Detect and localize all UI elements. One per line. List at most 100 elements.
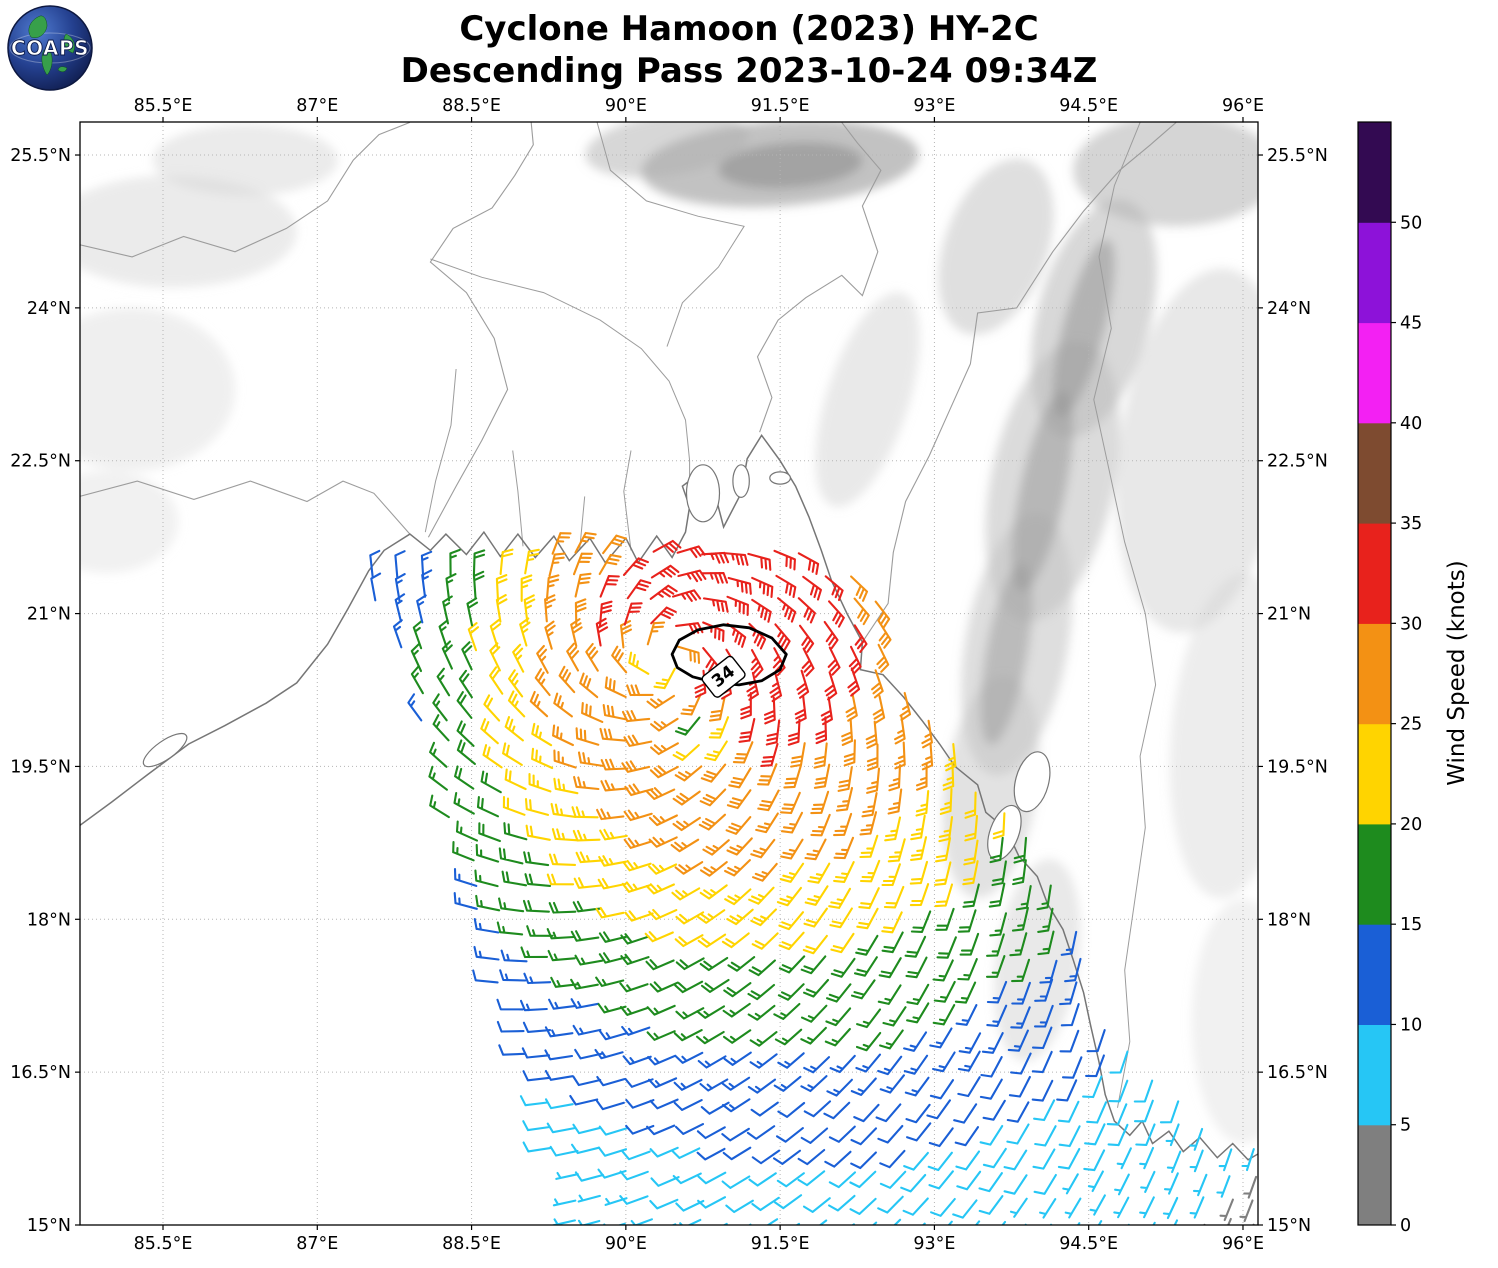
wind-barb [882,1006,907,1027]
wind-barb [778,955,806,974]
wind-barb [1139,1196,1155,1219]
wind-barb [828,1171,857,1189]
wind-barb [803,907,828,928]
wind-barb [1013,836,1028,864]
wind-barb [830,932,855,954]
wind-barb [429,741,448,768]
wind-barb [887,788,903,815]
wind-barb [748,959,776,977]
wind-barb [930,1197,956,1217]
wind-barb [905,1103,931,1124]
wind-barb [803,978,830,998]
wind-barb [1192,1173,1208,1197]
wind-barb [849,1170,877,1189]
wind-barb [650,742,679,756]
wind-barb [570,930,600,942]
wind-barb [798,624,815,653]
wind-barb [915,763,928,791]
wind-barb [956,1170,982,1191]
wind-barb [1173,1219,1179,1225]
wind-barb [1009,932,1028,957]
wind-barb [569,1094,599,1106]
wind-barb [623,809,653,822]
wind-barb [827,646,841,676]
terrain-blob [1116,268,1258,633]
wind-barb [697,1171,727,1185]
wind-barb [751,1196,780,1212]
wind-barb [1006,1123,1030,1145]
wind-barb [773,549,796,571]
admin-border [861,122,1177,643]
wind-barb [845,692,858,722]
wind-barb [1060,1003,1080,1027]
wind-barb [369,549,381,579]
wind-barb [546,928,575,940]
x-tick-label-top: 90°E [605,96,647,116]
wind-barb [680,693,702,716]
wind-barb [939,787,953,815]
wind-barb [646,1004,676,1016]
wind-barb [773,1075,802,1092]
wind-barb [964,791,977,819]
wind-barb [866,743,879,771]
wind-barb [726,837,753,856]
wind-barb [508,669,524,698]
wind-barb [1140,1170,1156,1193]
river [430,258,691,507]
wind-barb [954,981,977,1004]
wind-barb [802,934,828,955]
wind-barb [747,1004,776,1021]
wind-barb [650,564,680,579]
wind-barb [701,551,730,564]
terrain-shading [80,122,1258,1144]
wind-barb [708,696,726,722]
wind-barb [879,1149,906,1169]
wind-barb [524,873,552,887]
wind-barb [879,1074,905,1094]
wind-barb [722,1029,752,1044]
wind-barb [1087,1170,1104,1193]
wind-barb [622,1055,652,1066]
wind-barb [496,921,524,936]
wind-barb [480,718,499,745]
wind-barb [649,1146,679,1158]
wind-barb [696,1147,726,1161]
wind-barb [452,841,475,862]
wind-barb [765,719,781,746]
wind-barb [476,796,500,818]
wind-barb [800,1127,829,1144]
wind-barb [621,1150,651,1161]
wind-barb [461,641,473,671]
wind-barb [520,946,549,959]
wind-barb [675,1007,705,1020]
y-tick-label-right: 21°N [1267,605,1311,625]
colorbar-segment [1358,122,1391,223]
wind-barb [938,816,954,843]
river [596,122,745,347]
wind-barb [828,1125,856,1143]
wind-barb [772,647,786,677]
wind-barb [850,1077,877,1096]
colorbar-tick-label: 5 [1400,1116,1411,1136]
wind-barb [1037,930,1055,956]
wind-barb [1139,1146,1155,1170]
colorbar-segment [1358,222,1391,324]
wind-barb [551,828,579,842]
wind-barb [859,834,879,859]
terrain-blob [80,470,179,573]
wind-barb [548,901,577,914]
wind-barb [724,888,752,906]
wind-barb [1133,1099,1154,1123]
wind-barb [909,860,929,885]
wind-barb [699,861,728,877]
wind-barb [926,1099,951,1120]
wind-barb [577,1194,601,1203]
wind-barb [910,814,926,841]
wind-barb [453,868,478,887]
wind-barb [519,1095,549,1107]
wind-barb [574,572,592,598]
wind-barb [700,1101,730,1115]
wind-barb [407,693,423,722]
colorbar-frame [1357,121,1392,1226]
wind-barb [769,673,783,703]
